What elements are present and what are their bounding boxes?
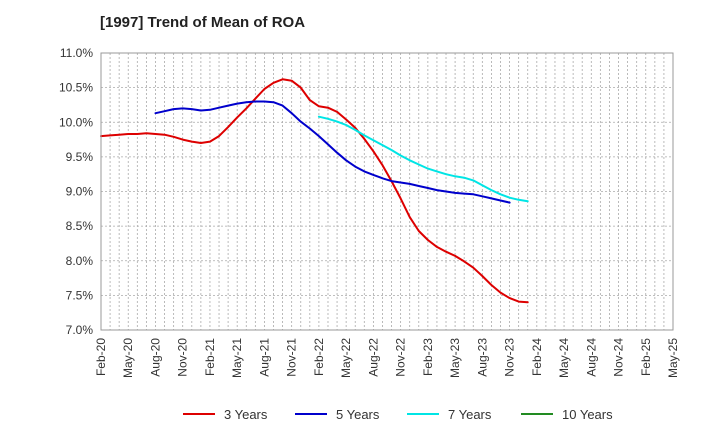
x-tick-label: Nov-23 <box>503 338 517 377</box>
chart-title: [1997] Trend of Mean of ROA <box>100 14 306 31</box>
legend-label-5-years: 5 Years <box>336 407 380 422</box>
x-tick-label: May-23 <box>448 338 462 378</box>
x-tick-label: May-25 <box>666 338 680 378</box>
y-tick-label: 7.0% <box>66 323 94 337</box>
x-tick-label: May-22 <box>339 338 353 378</box>
series-line-5-years <box>154 100 511 204</box>
grid <box>101 53 673 330</box>
x-tick-label: Aug-20 <box>148 338 162 377</box>
series-line-3-years <box>100 78 529 304</box>
x-tick-label: Feb-23 <box>421 338 435 376</box>
y-tick-label: 11.0% <box>60 46 93 60</box>
plot-area-frame <box>100 52 674 331</box>
y-tick-label: 10.5% <box>59 81 93 95</box>
legend-label-10-years: 10 Years <box>562 407 613 422</box>
x-tick-label: Feb-21 <box>203 338 217 376</box>
y-axis: 7.0% 7.5% 8.0% 8.5% 9.0% 9.5% 10.0% 10.5% 11.0% <box>59 46 93 337</box>
y-tick-label: 9.5% <box>66 150 94 164</box>
x-tick-label: Feb-25 <box>639 338 653 376</box>
x-tick-label: May-24 <box>557 338 571 378</box>
legend-label-7-years: 7 Years <box>448 407 492 422</box>
y-tick-label: 8.5% <box>66 219 94 233</box>
x-tick-label: May-20 <box>121 338 135 378</box>
y-tick-label: 8.0% <box>66 254 94 268</box>
x-tick-label: Nov-22 <box>394 338 408 377</box>
x-tick-label: Nov-24 <box>612 338 626 377</box>
x-tick-label: Feb-22 <box>312 338 326 376</box>
x-tick-label: Nov-20 <box>176 338 190 377</box>
y-tick-label: 7.5% <box>66 288 94 302</box>
x-tick-label: Aug-23 <box>475 338 489 377</box>
y-tick-label: 10.0% <box>59 115 93 129</box>
x-axis: Feb-20 May-20 Aug-20 Nov-20 Feb-21 May-21 Aug-… <box>94 338 680 378</box>
x-tick-label: Aug-24 <box>584 338 598 377</box>
y-tick-label: 9.0% <box>66 185 94 199</box>
series-line-7-years <box>317 115 529 203</box>
legend-label-3-years: 3 Years <box>224 407 268 422</box>
x-tick-label: Feb-24 <box>530 338 544 376</box>
x-tick-label: Aug-21 <box>257 338 271 377</box>
x-tick-label: Aug-22 <box>366 338 380 377</box>
legend: 3 Years 5 Years 7 Years 10 Years <box>183 407 613 422</box>
series-lines <box>100 78 529 304</box>
x-tick-label: Nov-21 <box>285 338 299 377</box>
x-tick-label: Feb-20 <box>94 338 108 376</box>
x-tick-label: May-21 <box>230 338 244 378</box>
